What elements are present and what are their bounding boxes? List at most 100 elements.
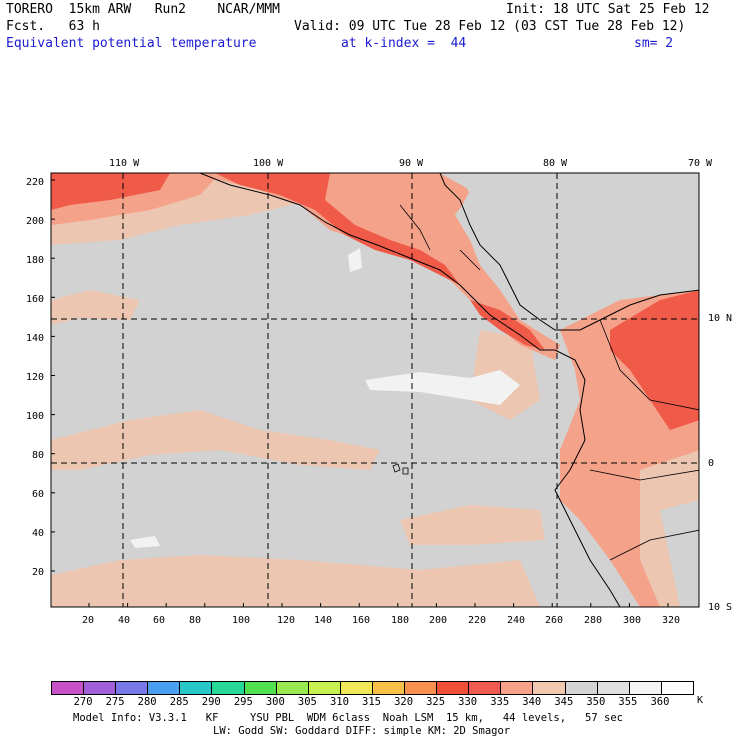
y-tick-label: 140 (26, 333, 45, 344)
lat-label-10n: 10 N (708, 313, 733, 324)
colorbar-swatch (371, 682, 405, 694)
colorbar-tick-label: 350 (586, 696, 606, 708)
y-tick-label: 120 (26, 372, 45, 383)
colorbar-tick-label: 295 (233, 696, 253, 708)
graticule (51, 173, 699, 607)
field-name: Equivalent potential temperature (6, 36, 257, 51)
y-tick-label: 20 (32, 567, 45, 578)
level-info: at k-index = 44 (341, 36, 467, 51)
colorbar-swatch (404, 682, 437, 694)
colorbar (51, 681, 694, 695)
map-frame (50, 172, 700, 608)
smoothing-info: sm= 2 (634, 36, 674, 51)
colorbar-swatch (660, 682, 693, 694)
white-patch-1 (365, 370, 520, 405)
lon-label-110w: 110 W (109, 158, 140, 169)
colorbar-swatch (52, 682, 84, 694)
colorbar-swatch (179, 682, 212, 694)
x-tick-label: 240 (507, 615, 526, 626)
white-patch-2 (348, 248, 362, 272)
forecast-hour: Fcst. 63 h (6, 19, 100, 34)
colorbar-tick-label: 290 (201, 696, 221, 708)
colorbar-swatch (243, 682, 276, 694)
colorbar-tick-label: 285 (169, 696, 189, 708)
lon-label-80w: 80 W (543, 158, 568, 169)
amazon-gray (660, 500, 699, 607)
y-tick-label: 60 (32, 489, 45, 500)
y-tick-label: 100 (26, 411, 45, 422)
model-title: TORERO 15km ARW Run2 NCAR/MMM (6, 2, 280, 17)
colorbar-swatch (147, 682, 180, 694)
x-tick-label: 200 (429, 615, 448, 626)
x-tick-label: 260 (545, 615, 564, 626)
x-tick-label: 180 (391, 615, 410, 626)
x-tick-label: 300 (623, 615, 642, 626)
valid-time: Valid: 09 UTC Tue 28 Feb 12 (03 CST Tue … (294, 19, 686, 34)
colorbar-labels: 270 275 280 285 290 295 300 305 310 315 320 325 330 3… (0, 696, 740, 710)
colorbar-swatch (596, 682, 629, 694)
colorbar-swatch (211, 682, 244, 694)
colorbar-swatch (532, 682, 565, 694)
colorbar-tick-label: 355 (618, 696, 638, 708)
colorbar-unit: K (697, 695, 704, 706)
colorbar-tick-label: 315 (362, 696, 381, 708)
sa-pacific-coast (554, 349, 621, 607)
tan-band-5 (400, 505, 545, 545)
border-lines (399, 204, 699, 561)
model-info: Model Info: V3.3.1 KF YSU PBL WDM 6class… (73, 712, 623, 724)
y-tick-label: 220 (26, 177, 45, 188)
colorbar-tick-label: 340 (522, 696, 542, 708)
colorbar-tick-label: 325 (426, 696, 446, 708)
mexico-coast (199, 173, 555, 351)
central-america-hot (470, 300, 545, 350)
colorbar-tick-label: 345 (554, 696, 574, 708)
colorbar-swatch (468, 682, 501, 694)
lat-label-0: 0 (708, 458, 715, 469)
colorbar-tick-label: 330 (458, 696, 478, 708)
colorbar-tick-label: 335 (490, 696, 510, 708)
x-tick-label: 100 (232, 615, 251, 626)
x-tick-label: 20 (82, 615, 95, 626)
colorbar-tick-label: 305 (297, 696, 317, 708)
colorbar-tick-label: 280 (137, 696, 157, 708)
colorbar-swatch (564, 682, 597, 694)
x-tick-label: 160 (352, 615, 371, 626)
x-tick-label: 60 (153, 615, 166, 626)
colorbar-tick-label: 360 (650, 696, 670, 708)
x-tick-label: 280 (584, 615, 603, 626)
hot-region-nw (51, 173, 170, 210)
y-tick-label: 200 (26, 216, 45, 227)
colorbar-tick-label: 300 (265, 696, 285, 708)
x-tick-label: 80 (189, 615, 202, 626)
caribbean-coast (439, 173, 699, 331)
tan-band-2 (51, 290, 140, 325)
x-tick-label: 220 (468, 615, 487, 626)
colorbar-swatch (500, 682, 533, 694)
andes-hot (610, 290, 699, 430)
colorbar-swatch (115, 682, 148, 694)
x-tick-label: 40 (118, 615, 131, 626)
colorbar-swatch (275, 682, 308, 694)
tick-layer (51, 179, 669, 607)
x-tick-label: 320 (662, 615, 681, 626)
colorbar-swatch (83, 682, 116, 694)
y-tick-label: 80 (32, 450, 45, 461)
white-patch-3 (130, 536, 160, 548)
colorbar-swatch (307, 682, 340, 694)
colorbar-tick-label: 275 (105, 696, 125, 708)
colorbar-swatch (628, 682, 661, 694)
colorbar-tick-label: 270 (73, 696, 93, 708)
init-time: Init: 18 UTC Sat 25 Feb 12 (506, 2, 710, 17)
colorbar-tick-label: 320 (394, 696, 414, 708)
lat-label-10s: 10 S (708, 602, 733, 613)
lon-label-90w: 90 W (399, 158, 424, 169)
mexico-hot (215, 173, 460, 285)
tan-band-3 (51, 410, 380, 470)
x-tick-label: 120 (277, 615, 296, 626)
lon-label-70w: 70 W (688, 158, 713, 169)
yucatan-gray (440, 173, 699, 320)
colorbar-tick-label: 310 (329, 696, 349, 708)
galapagos (392, 463, 409, 475)
x-tick-label: 140 (314, 615, 333, 626)
